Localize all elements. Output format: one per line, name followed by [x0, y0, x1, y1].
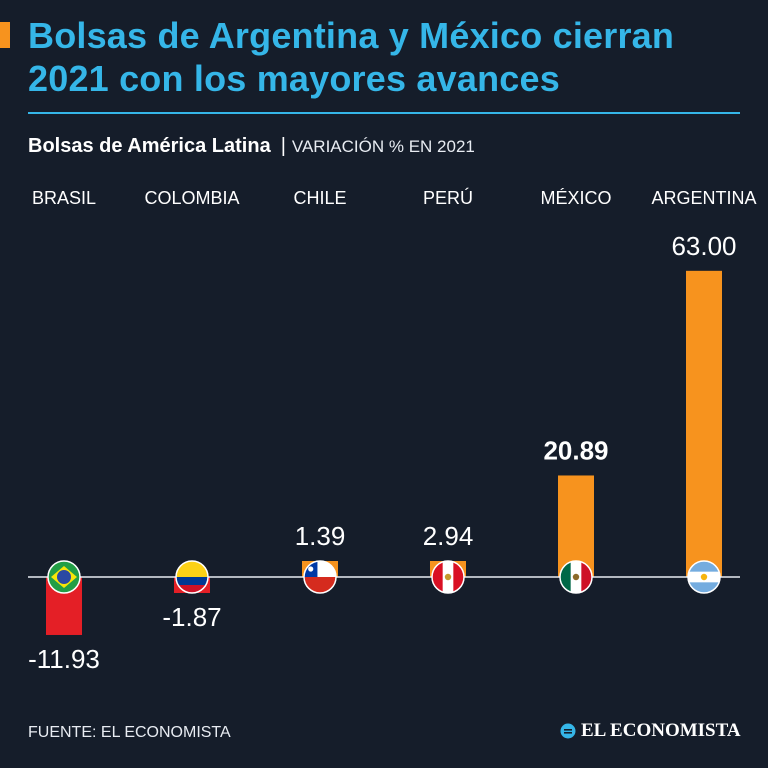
mexico-flag-icon — [559, 560, 593, 594]
accent-bar — [0, 22, 10, 48]
chile-flag-icon — [303, 560, 337, 594]
category-label-chile: CHILE — [293, 188, 346, 208]
chart-subtitle: Bolsas de América Latina | VARIACIÓN % EN … — [28, 134, 475, 159]
value-label-argentina: 63.00 — [671, 231, 736, 261]
value-label-colombia: -1.87 — [162, 602, 221, 632]
value-label-chile: 1.39 — [295, 521, 346, 551]
value-label-mexico: 20.89 — [543, 435, 608, 465]
subtitle-main: Bolsas de América Latina — [28, 135, 271, 157]
value-label-peru: 2.94 — [423, 521, 474, 551]
category-label-mexico: MÉXICO — [540, 188, 611, 208]
subtitle-separator: | — [280, 135, 286, 157]
category-label-brasil: BRASIL — [32, 188, 96, 208]
bar-mexico — [558, 475, 594, 577]
title-rule — [28, 112, 740, 114]
category-label-colombia: COLOMBIA — [144, 188, 239, 208]
brand-e-icon — [560, 723, 576, 739]
peru-flag-icon — [431, 560, 465, 594]
argentina-flag-icon — [687, 560, 721, 594]
title-line-2: 2021 con los mayores avances — [28, 58, 560, 99]
page-title: Bolsas de Argentina y México cierran 202… — [28, 14, 758, 100]
brazil-flag-icon — [47, 560, 81, 594]
category-label-argentina: ARGENTINA — [651, 188, 756, 208]
colombia-flag-icon — [175, 560, 209, 594]
bar-argentina — [686, 270, 722, 577]
source-note: FUENTE: EL ECONOMISTA — [28, 724, 231, 741]
title-line-1: Bolsas de Argentina y México cierran — [28, 15, 675, 56]
value-label-brasil: -11.93 — [28, 644, 100, 674]
subtitle-note: VARIACIÓN % EN 2021 — [291, 137, 475, 156]
brand-name: EL ECONOMISTA — [581, 720, 741, 741]
category-label-peru: PERÚ — [423, 187, 473, 208]
brand-logo: EL ECONOMISTA — [560, 720, 741, 742]
